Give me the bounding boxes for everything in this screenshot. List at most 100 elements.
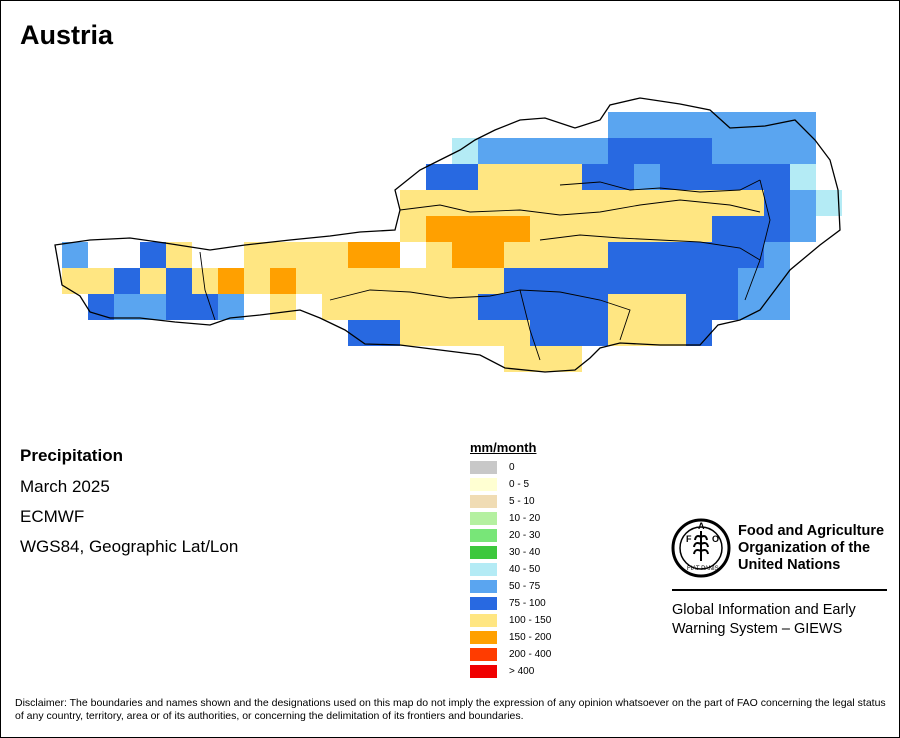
fao-logo-motto: FIAT PANIS (687, 566, 719, 572)
divider (672, 589, 887, 591)
precip-cell (582, 242, 608, 268)
precip-cell (374, 294, 400, 320)
precip-cell (634, 294, 660, 320)
precip-cell (270, 294, 296, 320)
legend-swatch (470, 529, 497, 542)
precip-cell (452, 294, 478, 320)
precip-cell (478, 294, 504, 320)
precip-cell (88, 294, 114, 320)
province-border (519, 289, 541, 361)
precip-cell (166, 242, 192, 268)
legend-swatch (470, 631, 497, 644)
legend-item: 0 (470, 459, 551, 476)
fao-name: Food and Agriculture Organization of the… (738, 523, 885, 573)
precip-cell (322, 268, 348, 294)
precip-cell (218, 268, 244, 294)
precip-cell (712, 242, 738, 268)
precip-cell (374, 320, 400, 346)
precip-cell (478, 242, 504, 268)
svg-text:A: A (698, 521, 705, 531)
legend-item: 10 - 20 (470, 510, 551, 527)
precip-cell (764, 216, 790, 242)
precip-cell (712, 216, 738, 242)
precip-cell (504, 320, 530, 346)
precip-cell (556, 190, 582, 216)
precip-cell (790, 112, 816, 138)
precip-cell (218, 294, 244, 320)
precip-cell (738, 216, 764, 242)
precip-cell (686, 242, 712, 268)
precip-cell (634, 320, 660, 346)
legend-label: 200 - 400 (509, 649, 552, 660)
precip-cell (530, 268, 556, 294)
precip-cell (660, 320, 686, 346)
precip-cell (426, 320, 452, 346)
precip-cell (400, 320, 426, 346)
precip-cell (634, 242, 660, 268)
map-title: Austria (20, 20, 114, 50)
precip-cell (166, 268, 192, 294)
source-label: ECMWF (20, 507, 85, 526)
legend-item: 30 - 40 (470, 544, 551, 561)
precip-cell (452, 320, 478, 346)
province-border (199, 251, 216, 321)
precip-cell (660, 138, 686, 164)
precip-cell (348, 294, 374, 320)
precip-cell (634, 216, 660, 242)
legend-swatch (470, 614, 497, 627)
precip-cell (452, 164, 478, 190)
precip-cell (686, 112, 712, 138)
legend-label: 75 - 100 (509, 598, 546, 609)
precip-cell (478, 320, 504, 346)
precip-cell (764, 294, 790, 320)
precip-cell (686, 216, 712, 242)
legend-label: 5 - 10 (509, 496, 535, 507)
legend-item: 200 - 400 (470, 646, 551, 663)
precip-cell (348, 320, 374, 346)
legend-label: 0 - 5 (509, 479, 530, 490)
precip-cell (582, 216, 608, 242)
legend-swatch (470, 461, 497, 474)
legend-swatch (470, 563, 497, 576)
precip-cell (504, 138, 530, 164)
precip-cell (608, 112, 634, 138)
precip-cell (348, 242, 374, 268)
precip-cell (530, 294, 556, 320)
precip-cell (608, 190, 634, 216)
fao-logo-icon: F O A FIAT PANIS (671, 518, 731, 578)
svg-text:O: O (712, 534, 719, 544)
precip-cell (608, 268, 634, 294)
legend-label: 10 - 20 (509, 513, 541, 524)
legend-item: 40 - 50 (470, 561, 551, 578)
precip-cell (660, 242, 686, 268)
precip-cell (556, 242, 582, 268)
legend-item: 75 - 100 (470, 595, 551, 612)
precip-cell (114, 268, 140, 294)
precip-cell (790, 216, 816, 242)
precip-cell (400, 190, 426, 216)
period-label: March 2025 (20, 477, 110, 496)
precip-cell (582, 294, 608, 320)
precip-cell (764, 268, 790, 294)
precip-cell (426, 190, 452, 216)
precip-cell (556, 138, 582, 164)
precip-cell (504, 346, 530, 372)
country-border (54, 97, 841, 373)
precip-cell (660, 294, 686, 320)
precip-cell (556, 164, 582, 190)
precip-cell (582, 268, 608, 294)
precip-cell (452, 242, 478, 268)
legend-item: 100 - 150 (470, 612, 551, 629)
precip-cell (426, 242, 452, 268)
projection-label: WGS84, Geographic Lat/Lon (20, 537, 239, 556)
precip-cell (608, 242, 634, 268)
precip-cell (140, 242, 166, 268)
legend-swatch (470, 580, 497, 593)
precip-cell (478, 268, 504, 294)
precip-cell (712, 190, 738, 216)
legend-item: 5 - 10 (470, 493, 551, 510)
precip-cell (504, 164, 530, 190)
precip-cell (790, 164, 816, 190)
legend-label: 150 - 200 (509, 632, 552, 643)
legend-item: 50 - 75 (470, 578, 551, 595)
